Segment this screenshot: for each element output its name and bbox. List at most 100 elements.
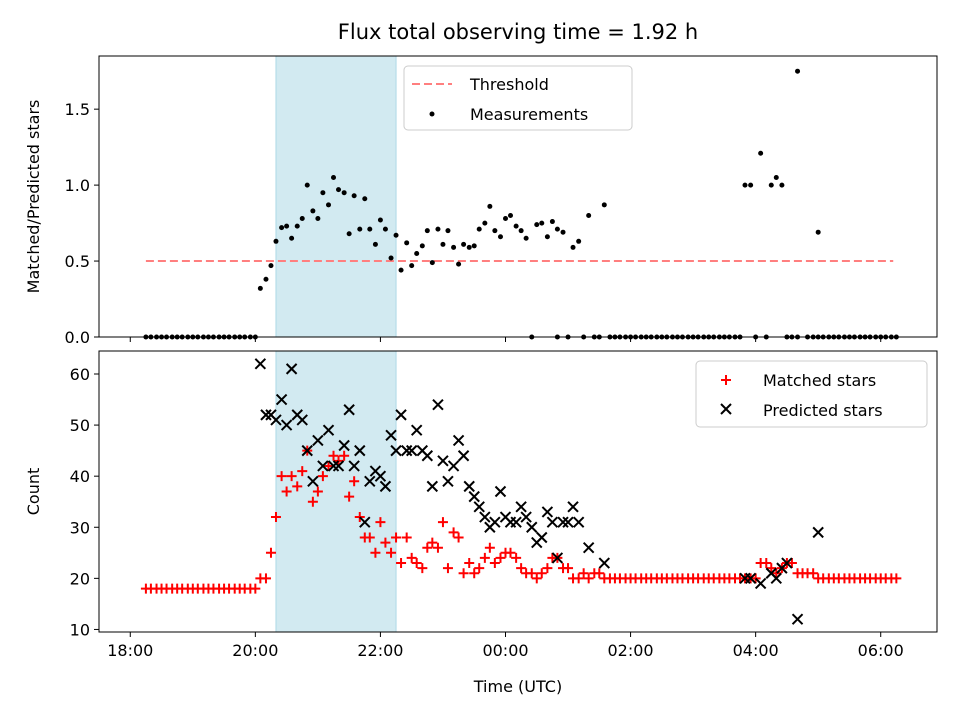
data-point xyxy=(322,424,335,436)
data-point xyxy=(317,471,328,482)
data-point xyxy=(364,532,375,543)
data-point xyxy=(453,532,464,543)
data-point xyxy=(343,404,355,416)
data-point xyxy=(411,558,422,569)
data-point xyxy=(312,486,323,497)
data-point xyxy=(531,573,542,584)
data-point xyxy=(312,434,324,447)
data-point xyxy=(257,285,263,291)
data-point xyxy=(260,573,271,584)
observing-interval-shade xyxy=(275,55,397,338)
data-point xyxy=(494,485,507,498)
data-point xyxy=(781,557,793,569)
data-point xyxy=(582,541,595,554)
data-point xyxy=(398,267,404,273)
data-point xyxy=(474,563,485,574)
data-point xyxy=(495,552,506,563)
data-point xyxy=(815,229,821,235)
data-point xyxy=(586,212,592,218)
legend: Matched stars Predicted stars xyxy=(695,360,928,428)
data-point xyxy=(516,563,527,574)
data-point xyxy=(576,238,582,244)
data-point xyxy=(332,460,345,472)
data-point xyxy=(795,68,801,74)
data-point xyxy=(534,222,540,228)
data-point xyxy=(473,501,485,513)
data-point xyxy=(484,542,495,553)
data-point xyxy=(393,232,399,238)
data-point xyxy=(447,460,460,472)
data-point xyxy=(487,203,493,209)
data-point xyxy=(396,558,407,569)
data-point xyxy=(544,234,550,240)
data-point xyxy=(362,196,368,202)
data-point xyxy=(505,547,516,558)
data-point xyxy=(768,182,774,188)
data-point xyxy=(748,182,754,188)
data-point xyxy=(464,558,475,569)
data-point xyxy=(406,552,417,563)
data-point xyxy=(317,460,329,472)
data-point xyxy=(497,234,503,240)
y-axis-label: Matched/Predicted stars xyxy=(24,100,43,294)
data-point xyxy=(482,220,488,226)
data-point xyxy=(385,429,397,442)
data-point xyxy=(440,241,446,247)
data-point xyxy=(285,363,298,375)
data-point xyxy=(254,358,267,370)
y-tick-label: 0.5 xyxy=(65,252,90,271)
data-point xyxy=(359,516,371,528)
data-point xyxy=(452,434,465,447)
panel-bottom: 10 20 30 40 50 60 18:00 20:00 22:00 00:00 02:00 04:… xyxy=(24,350,938,660)
data-point xyxy=(468,490,480,503)
data-point xyxy=(307,475,319,487)
data-point xyxy=(426,480,439,493)
data-point xyxy=(786,558,797,569)
data-point xyxy=(307,496,318,507)
data-point xyxy=(442,475,454,487)
data-point xyxy=(469,568,480,579)
data-point xyxy=(414,250,420,256)
series-measurements xyxy=(143,68,899,340)
data-point xyxy=(349,476,360,487)
data-point xyxy=(457,450,470,462)
data-point xyxy=(479,552,490,563)
data-point xyxy=(284,223,290,229)
series-predicted-stars xyxy=(254,358,824,625)
legend-measurements-swatch xyxy=(429,111,435,117)
data-point xyxy=(489,558,500,569)
data-point xyxy=(427,537,438,548)
data-point xyxy=(390,444,402,457)
data-point xyxy=(296,414,308,426)
data-point xyxy=(492,228,498,234)
y-tick-label: 40 xyxy=(70,467,90,486)
x-tick-label: 06:00 xyxy=(858,641,904,660)
data-point xyxy=(297,466,308,477)
data-point xyxy=(265,547,276,558)
data-point xyxy=(513,223,519,229)
data-point xyxy=(560,229,566,235)
data-point xyxy=(507,212,513,218)
series-matched-stars xyxy=(140,445,902,594)
data-point xyxy=(744,572,757,585)
data-point xyxy=(404,240,410,246)
data-point xyxy=(377,217,383,223)
data-point xyxy=(456,261,462,267)
data-point xyxy=(270,414,282,426)
data-point xyxy=(437,517,448,528)
data-point xyxy=(502,216,508,222)
data-point xyxy=(766,563,777,574)
data-point xyxy=(773,175,779,181)
data-point xyxy=(310,208,316,214)
x-tick-label: 20:00 xyxy=(232,641,278,660)
data-point xyxy=(304,182,310,188)
data-point xyxy=(429,260,435,266)
data-point xyxy=(348,460,360,472)
data-point xyxy=(419,243,425,249)
observing-interval-shade xyxy=(275,350,397,633)
data-point xyxy=(401,532,412,543)
data-point xyxy=(333,455,344,466)
data-point xyxy=(573,573,584,584)
data-point xyxy=(346,231,352,237)
data-point xyxy=(380,537,391,548)
